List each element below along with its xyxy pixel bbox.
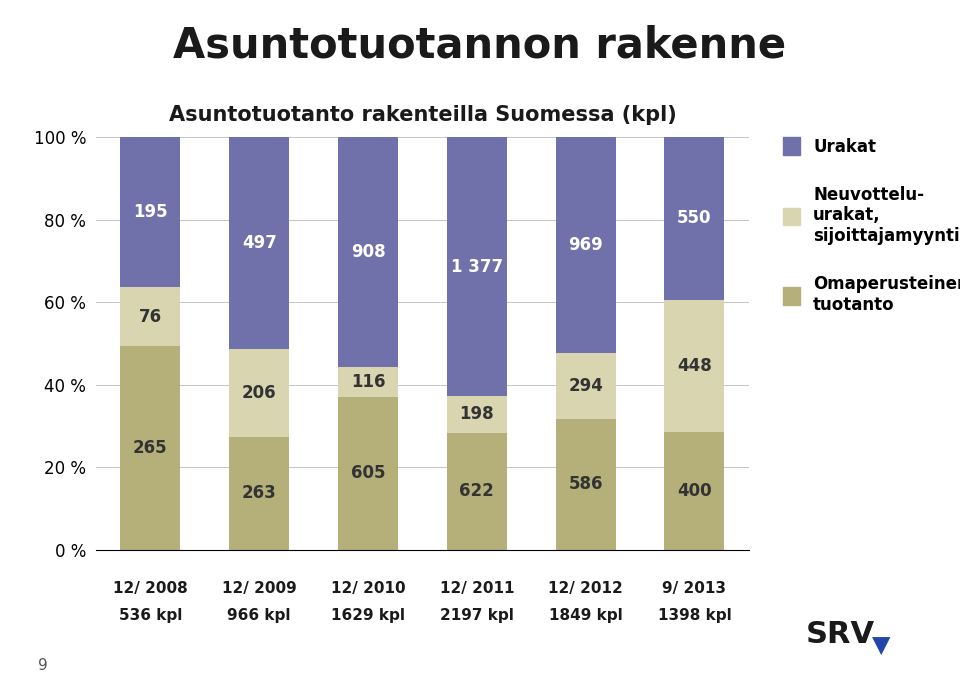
Text: 550: 550 (677, 210, 711, 227)
Text: 1 377: 1 377 (451, 258, 503, 275)
Text: 195: 195 (133, 203, 168, 221)
Text: 116: 116 (350, 373, 385, 391)
Bar (338, 137, 398, 367)
Text: 12/ 2009: 12/ 2009 (222, 581, 297, 596)
Bar (338, 396, 398, 550)
Text: 605: 605 (350, 464, 385, 482)
Text: 206: 206 (242, 385, 276, 403)
Text: 9/ 2013: 9/ 2013 (662, 581, 727, 596)
Bar (664, 137, 725, 300)
Text: 1398 kpl: 1398 kpl (658, 608, 732, 623)
Bar (556, 353, 615, 419)
Text: 2197 kpl: 2197 kpl (440, 608, 514, 623)
Text: 400: 400 (677, 482, 711, 499)
Bar (664, 300, 725, 431)
Text: 966 kpl: 966 kpl (228, 608, 291, 623)
Text: 9: 9 (38, 658, 48, 673)
Bar (229, 350, 289, 438)
Text: 263: 263 (242, 484, 276, 502)
Title: Asuntotuotanto rakenteilla Suomessa (kpl): Asuntotuotanto rakenteilla Suomessa (kpl… (169, 104, 676, 125)
Text: 76: 76 (139, 308, 162, 326)
Bar (556, 137, 615, 353)
Text: SRV: SRV (805, 620, 875, 649)
Bar (121, 137, 180, 287)
Text: 1629 kpl: 1629 kpl (331, 608, 405, 623)
Legend: Urakat, Neuvottelu-
urakat,
sijoittajamyynti, Omaperusteinen
tuotanto: Urakat, Neuvottelu- urakat, sijoittajamy… (783, 137, 960, 314)
Bar (121, 287, 180, 346)
Text: 12/ 2011: 12/ 2011 (440, 581, 514, 596)
Text: 1849 kpl: 1849 kpl (549, 608, 622, 623)
Bar (229, 137, 289, 350)
Bar (229, 438, 289, 550)
Text: 586: 586 (568, 475, 603, 493)
Text: 622: 622 (460, 482, 494, 500)
Text: 536 kpl: 536 kpl (119, 608, 182, 623)
Text: 448: 448 (677, 357, 711, 374)
Bar (338, 367, 398, 396)
Text: 12/ 2010: 12/ 2010 (330, 581, 405, 596)
Text: 198: 198 (460, 405, 494, 423)
Text: 12/ 2008: 12/ 2008 (113, 581, 188, 596)
Text: 294: 294 (568, 377, 603, 395)
Bar (446, 433, 507, 550)
Text: 969: 969 (568, 236, 603, 254)
Bar (446, 137, 507, 396)
Text: Asuntotuotannon rakenne: Asuntotuotannon rakenne (174, 24, 786, 66)
Text: 12/ 2012: 12/ 2012 (548, 581, 623, 596)
Text: 908: 908 (350, 243, 385, 261)
Text: ▶: ▶ (870, 636, 894, 654)
Text: 497: 497 (242, 234, 276, 252)
Text: 265: 265 (133, 439, 168, 457)
Bar (556, 419, 615, 550)
Bar (446, 396, 507, 433)
Bar (664, 431, 725, 550)
Bar (121, 346, 180, 550)
